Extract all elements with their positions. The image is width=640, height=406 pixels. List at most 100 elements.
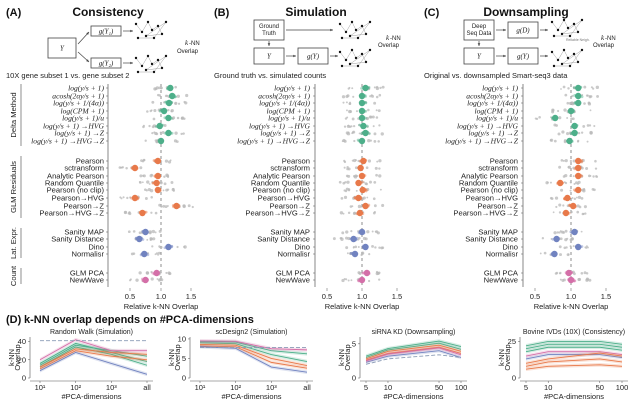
bg-point: [123, 210, 128, 215]
bg-point: [569, 159, 572, 163]
bg-point: [348, 102, 352, 106]
bg-point: [157, 254, 159, 256]
input-y-label: Y: [60, 45, 65, 53]
row-label: Dino: [88, 243, 104, 252]
bg-point: [594, 159, 597, 163]
bg-point: [562, 85, 566, 89]
row-label: Sanity Distance: [51, 235, 104, 244]
y-tick-label: 20: [18, 355, 26, 364]
panel-label: (A): [6, 7, 22, 19]
bg-point: [380, 246, 384, 250]
row-label: GLM PCA: [70, 269, 105, 278]
bg-point: [174, 101, 178, 105]
knn-graph-2-edge: [349, 49, 371, 65]
method-mean-point: [358, 172, 366, 180]
bg-point: [558, 165, 562, 169]
bg-point: [128, 211, 131, 214]
method-mean-point: [571, 122, 578, 130]
bg-point: [153, 131, 156, 134]
reliable-neighbors-label: Reliable Neigh.: [566, 38, 590, 42]
bg-point: [369, 180, 372, 184]
bg-point: [362, 236, 367, 241]
method-mean-point: [564, 194, 571, 202]
method-point: [361, 180, 364, 184]
series-line-delta-3: [525, 346, 623, 353]
series-line-count-1: [39, 339, 147, 361]
bg-point: [375, 173, 378, 177]
bg-point: [154, 211, 158, 215]
bg-point: [564, 173, 568, 178]
transform-d-box: [507, 21, 539, 39]
bg-point: [361, 252, 364, 255]
knn-graph-2-node: [556, 58, 560, 62]
bg-point: [589, 130, 593, 135]
bg-point: [175, 140, 179, 144]
series-ribbon: [200, 344, 307, 374]
bg-point: [375, 95, 379, 99]
bg-point: [572, 117, 575, 121]
method-mean-point: [141, 250, 148, 258]
bg-point: [166, 188, 170, 191]
bg-point: [571, 102, 575, 106]
knn-graph-1-node: [344, 30, 348, 34]
bg-point: [342, 181, 346, 185]
row-label: sctransform: [64, 164, 104, 173]
y-axis-label-2: Overlap: [343, 344, 352, 370]
group-label-latent: Lat. Expr.: [9, 227, 18, 259]
bg-point: [558, 245, 562, 249]
x-tick-label: 0.5: [530, 292, 540, 301]
method-mean-point: [156, 122, 163, 130]
x-tick-label: 10¹: [195, 383, 206, 392]
knn-graph-1-node: [160, 32, 164, 36]
row-label: GLM PCA: [276, 269, 311, 278]
bg-point: [176, 94, 180, 98]
panel-subtitle: Ground truth vs. simulated counts: [214, 71, 326, 80]
row-label: Pearson→HVG→Z: [245, 209, 310, 218]
bg-point: [358, 236, 361, 240]
bg-point: [559, 253, 562, 257]
bg-point: [543, 251, 547, 255]
bg-point: [586, 124, 590, 127]
bg-point: [138, 231, 142, 235]
bg-point: [144, 197, 148, 200]
knn-graph-1-edge: [563, 19, 569, 29]
bg-point: [158, 86, 162, 90]
bg-point: [191, 205, 194, 209]
bg-point: [569, 175, 572, 178]
bg-point: [353, 174, 356, 178]
row-label: Pearson→Z: [269, 202, 310, 211]
bg-point: [139, 181, 142, 184]
bg-point: [554, 196, 559, 200]
group-label-delta: Delta Method: [9, 92, 18, 137]
method-mean-point: [359, 186, 366, 194]
bg-point: [381, 203, 385, 208]
knn-graph-1-node: [364, 32, 368, 36]
arrow-split-1: [77, 31, 90, 45]
transform-y-label: g(Y): [517, 53, 530, 61]
x-tick-label: 50: [435, 383, 443, 392]
bg-point: [541, 237, 545, 240]
row-label: Normalisr: [278, 250, 311, 259]
x-tick-label: all: [303, 383, 311, 392]
bg-point: [154, 231, 157, 234]
bg-point: [368, 253, 371, 256]
bg-point: [149, 238, 152, 241]
knn-overlap-label-2: Overlap: [378, 43, 400, 49]
panel-d-title: k-NN overlap depends on #PCA-dimensions: [24, 314, 254, 326]
line-chart-3: siRNA KD (Downsampling)055 10 50 100k-NNOve…: [337, 329, 467, 401]
x-tick-label: 5: [524, 383, 528, 392]
bg-point: [552, 211, 555, 214]
series-ribbon: [366, 345, 461, 363]
row-label: Dino: [502, 243, 518, 252]
bg-point: [596, 94, 600, 98]
method-mean-point: [131, 194, 139, 202]
series-line-delta-1: [365, 340, 462, 357]
arrow-gy-to-knn-head: [545, 54, 548, 58]
bg-point: [373, 86, 376, 89]
bg-point: [167, 160, 172, 164]
knn-graph-2-node: [136, 70, 140, 74]
row-label: Normalisr: [72, 250, 105, 259]
panel-subtitle: Original vs. downsampled Smart-seq3 data: [424, 71, 568, 80]
bg-point: [381, 85, 385, 89]
